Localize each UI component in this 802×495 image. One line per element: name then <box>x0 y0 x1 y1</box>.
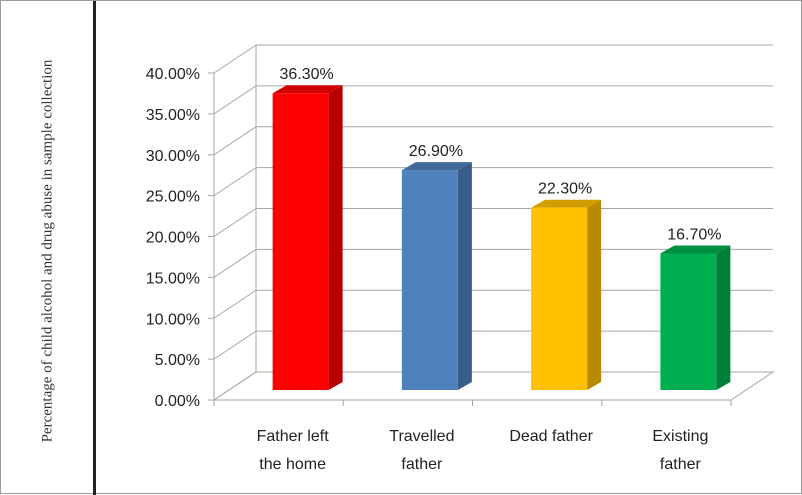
y-tick-label: 30.00% <box>146 148 200 165</box>
y-tick-label: 20.00% <box>146 230 200 247</box>
bar-side <box>328 85 343 390</box>
gridline-side <box>213 289 257 319</box>
bar-front <box>531 207 588 390</box>
bar-front <box>272 93 329 390</box>
x-tick-label: Existing <box>652 428 708 445</box>
data-label: 36.30% <box>279 66 333 83</box>
bar-top <box>272 85 343 94</box>
y-tick-label: 10.00% <box>146 311 200 328</box>
x-tick-label: father <box>660 456 702 473</box>
bar-front <box>660 253 717 390</box>
y-tick-label: 15.00% <box>146 270 200 287</box>
data-label: 26.90% <box>409 143 463 160</box>
bar-2 <box>401 162 472 390</box>
bar-top <box>531 199 602 208</box>
gridline-side <box>213 44 257 74</box>
y-tick-label: 40.00% <box>146 66 200 83</box>
gridline-side <box>213 208 257 237</box>
x-tick-label: Dead father <box>509 428 593 445</box>
gridline-side <box>213 167 257 197</box>
bar-side <box>587 199 602 390</box>
bars <box>272 85 731 390</box>
x-tick-label: Travelled <box>389 428 454 445</box>
y-tick-label: 5.00% <box>155 352 200 369</box>
x-tick-label: Father left <box>257 428 330 445</box>
x-tick-label: the home <box>259 456 326 473</box>
bar-side <box>457 162 472 390</box>
bar-front <box>401 170 458 390</box>
gridline-side <box>213 330 257 360</box>
bar-4 <box>660 245 731 390</box>
y-axis-label-box: Percentage of child alcohol and drug abu… <box>1 1 96 495</box>
data-labels: 36.30% 26.90% 22.30% 16.70% <box>279 66 721 243</box>
bar-3 <box>531 199 602 390</box>
y-tick-label: 25.00% <box>146 189 200 206</box>
gridline-side <box>213 371 257 401</box>
x-tick-labels: Father left the home Travelled father Dead f… <box>257 428 709 473</box>
gridline-side <box>213 126 257 156</box>
y-tick-label: 0.00% <box>155 393 200 410</box>
bar-side <box>716 245 731 390</box>
gridline-side <box>213 248 257 278</box>
data-label: 16.70% <box>667 226 721 243</box>
x-tick-label: father <box>401 456 443 473</box>
gridline-side <box>213 85 257 115</box>
data-label: 22.30% <box>538 181 592 198</box>
y-tick-labels: 0.00% 5.00% 10.00% 15.00% 20.00% 25.00% 30.00%… <box>146 66 200 410</box>
y-tick-label: 35.00% <box>146 107 200 124</box>
bar-top <box>401 162 472 171</box>
bar-1 <box>272 85 343 390</box>
bar-top <box>660 245 731 254</box>
